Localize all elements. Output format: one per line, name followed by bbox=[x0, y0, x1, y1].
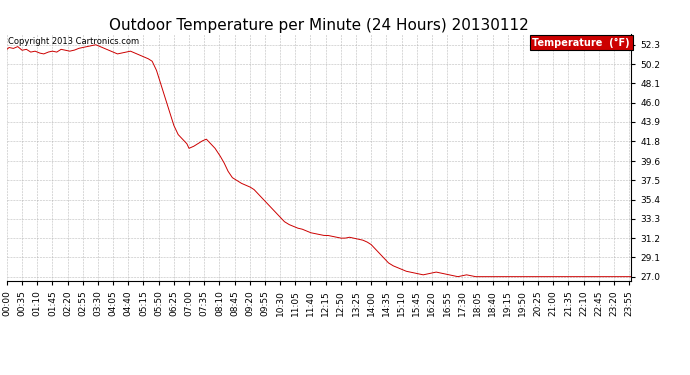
Title: Outdoor Temperature per Minute (24 Hours) 20130112: Outdoor Temperature per Minute (24 Hours… bbox=[109, 18, 529, 33]
Text: Copyright 2013 Cartronics.com: Copyright 2013 Cartronics.com bbox=[8, 38, 139, 46]
Text: Temperature  (°F): Temperature (°F) bbox=[533, 38, 630, 48]
